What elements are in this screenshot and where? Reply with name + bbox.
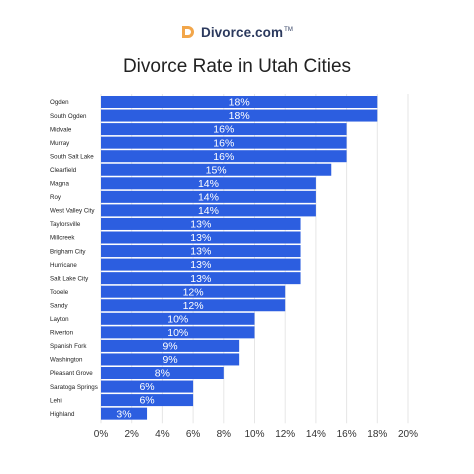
value-label-23: 3% [116, 408, 131, 420]
value-label-22: 6% [139, 395, 154, 407]
value-label-18: 9% [162, 341, 177, 353]
value-label-12: 13% [190, 259, 211, 271]
bar-22 [101, 394, 194, 407]
bar-6 [101, 177, 316, 190]
category-label-22: Lehi [50, 397, 62, 404]
bar-17 [101, 326, 255, 339]
bar-2 [101, 123, 347, 136]
brand-name-text: Divorce.com [200, 24, 284, 40]
x-tick-label-7: 14% [306, 429, 326, 440]
bar-8 [101, 204, 316, 217]
value-label-15: 12% [183, 300, 204, 312]
value-label-20: 8% [155, 368, 170, 380]
x-tick-label-9: 18% [367, 429, 387, 440]
value-label-16: 10% [167, 313, 188, 325]
category-label-14: Tooele [50, 289, 69, 296]
brand-name: Divorce.comTM [201, 25, 293, 40]
category-label-2: Midvale [50, 126, 72, 133]
bar-1 [101, 109, 378, 122]
divorce-logo-icon [181, 26, 194, 38]
category-label-1: South Ogden [50, 113, 87, 120]
category-label-19: Washington [50, 357, 83, 364]
bar-4 [101, 150, 347, 163]
category-label-23: Highland [50, 411, 75, 418]
category-label-7: Roy [50, 194, 62, 201]
x-tick-label-1: 2% [124, 429, 139, 440]
bar-9 [101, 217, 301, 230]
bar-3 [101, 136, 347, 149]
value-label-4: 16% [213, 151, 234, 163]
bar-15 [101, 299, 286, 312]
value-label-11: 13% [190, 246, 211, 258]
bar-18 [101, 339, 240, 352]
bar-11 [101, 245, 301, 258]
value-label-19: 9% [162, 354, 177, 366]
category-label-5: Clearfield [50, 167, 77, 174]
value-label-9: 13% [190, 219, 211, 231]
category-label-17: Riverton [50, 330, 74, 337]
category-label-8: West Valley City [50, 208, 95, 215]
value-label-14: 12% [183, 286, 204, 298]
category-label-13: Salt Lake City [50, 275, 89, 282]
category-label-15: Sandy [50, 302, 68, 309]
category-label-16: Layton [50, 316, 69, 323]
category-label-20: Pleasant Grove [50, 370, 93, 377]
bar-7 [101, 190, 316, 203]
value-label-2: 16% [213, 124, 234, 136]
value-label-7: 14% [198, 191, 219, 203]
x-tick-label-5: 10% [244, 429, 264, 440]
bar-13 [101, 272, 301, 285]
category-label-4: South Salt Lake [50, 153, 94, 160]
chart-title: Divorce Rate in Utah Cities [122, 56, 352, 77]
value-label-10: 13% [190, 232, 211, 244]
bar-5 [101, 163, 332, 176]
bar-10 [101, 231, 301, 244]
brand-trademark: TM [284, 27, 293, 33]
bar-23 [101, 407, 148, 420]
bar-14 [101, 285, 286, 298]
bar-21 [101, 380, 194, 393]
category-label-11: Brigham City [50, 248, 86, 255]
bar-20 [101, 367, 224, 379]
value-label-3: 16% [213, 137, 234, 149]
bar-16 [101, 312, 255, 325]
category-label-3: Murray [50, 140, 70, 147]
bar-0 [101, 96, 378, 108]
value-label-21: 6% [139, 381, 154, 393]
x-tick-label-8: 16% [337, 429, 357, 440]
brand-header: Divorce.comTM [0, 22, 474, 42]
x-tick-label-6: 12% [275, 429, 295, 440]
x-tick-label-3: 6% [186, 429, 201, 440]
value-label-1: 18% [229, 110, 250, 122]
x-tick-label-0: 0% [94, 429, 109, 440]
x-tick-label-2: 4% [155, 429, 170, 440]
x-tick-label-4: 8% [217, 429, 232, 440]
value-label-0: 18% [229, 97, 250, 109]
x-tick-label-10: 20% [398, 429, 418, 440]
category-label-9: Taylorsville [50, 221, 81, 228]
value-label-13: 13% [190, 273, 211, 285]
category-label-0: Ogden [50, 99, 69, 106]
category-label-10: Millcreek [50, 235, 75, 242]
category-label-6: Magna [50, 181, 69, 188]
value-label-8: 14% [198, 205, 219, 217]
bar-12 [101, 258, 301, 271]
bar-19 [101, 353, 240, 366]
category-label-18: Spanish Fork [50, 343, 87, 350]
value-label-5: 15% [206, 164, 227, 176]
value-label-17: 10% [167, 327, 188, 339]
value-label-6: 14% [198, 178, 219, 190]
category-label-21: Saratoga Springs [50, 384, 98, 391]
category-label-12: Hurricane [50, 262, 77, 269]
